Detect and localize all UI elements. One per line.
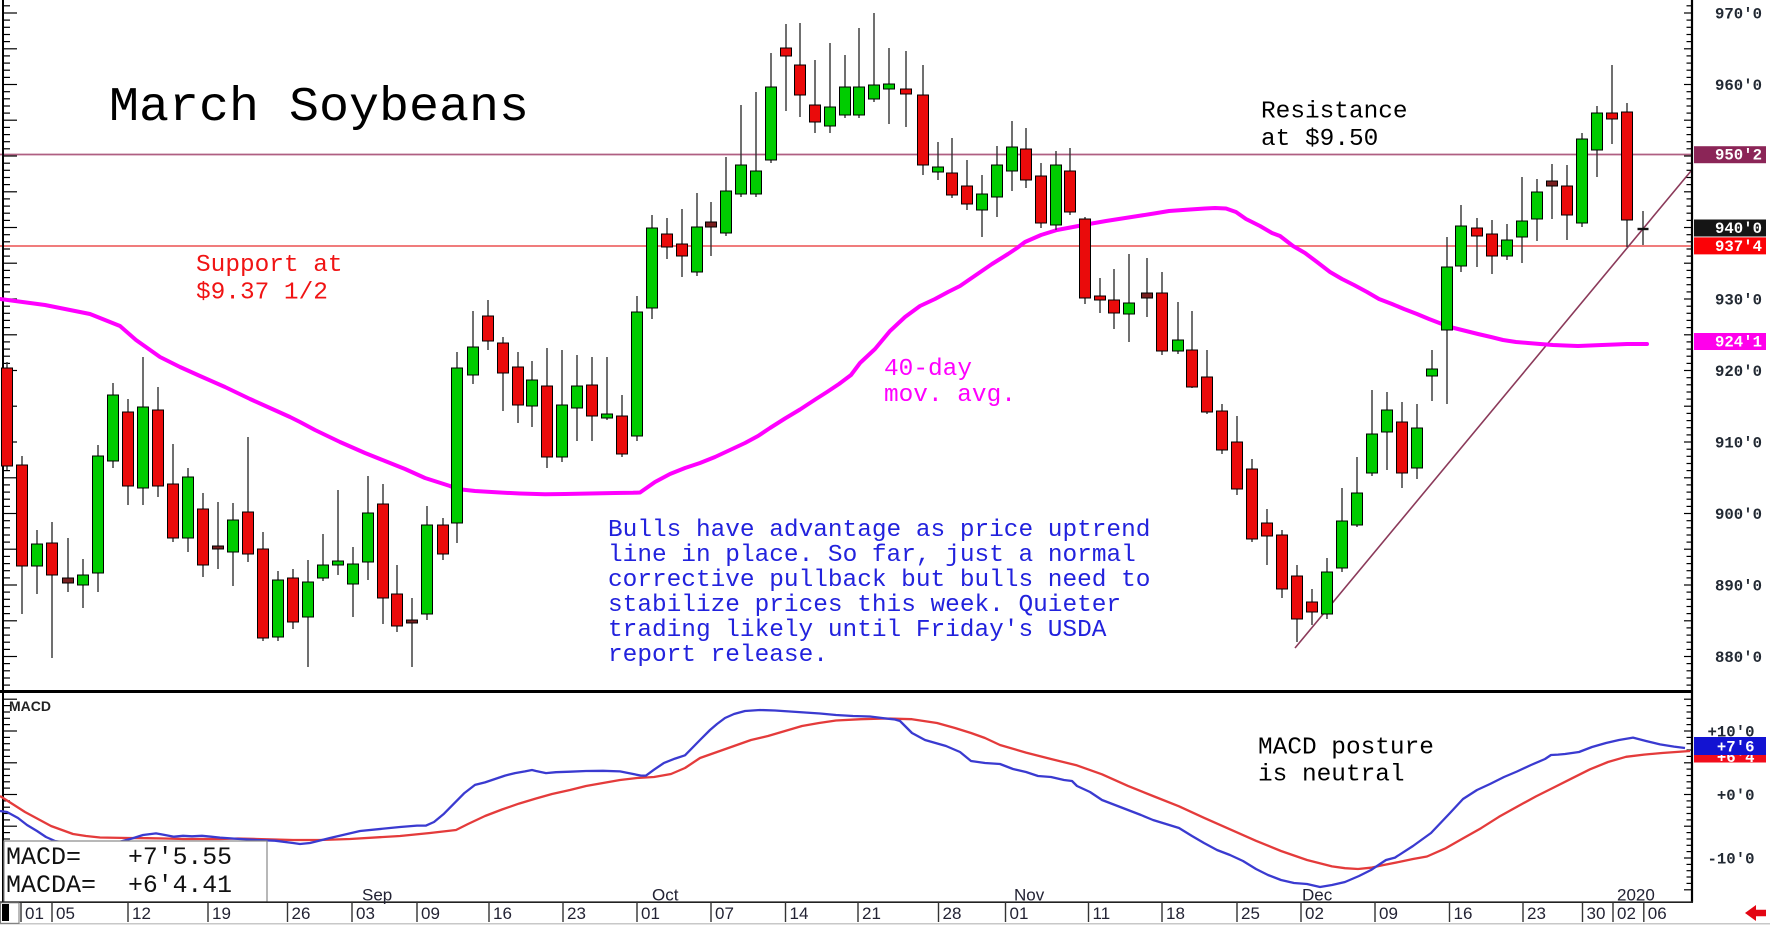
svg-text:26: 26 [292,904,311,923]
svg-text:MACD=: MACD= [6,843,81,872]
svg-text:report release.: report release. [608,642,828,669]
svg-text:16: 16 [493,904,512,923]
svg-text:910'0: 910'0 [1715,435,1762,453]
svg-text:March Soybeans: March Soybeans [109,81,529,135]
svg-text:$9.37 1/2: $9.37 1/2 [196,280,328,307]
svg-text:MACD posture: MACD posture [1258,735,1434,762]
svg-text:05: 05 [56,904,75,923]
svg-text:14: 14 [790,904,809,923]
svg-text:920'0: 920'0 [1715,363,1762,381]
svg-text:900'0: 900'0 [1715,506,1762,524]
svg-text:21: 21 [862,904,881,923]
svg-text:924'1: 924'1 [1715,334,1762,352]
svg-text:960'0: 960'0 [1715,77,1762,95]
svg-text:Support at: Support at [196,252,343,279]
svg-text:11: 11 [1093,904,1111,923]
svg-text:12: 12 [132,904,151,923]
svg-text:880'0: 880'0 [1715,649,1762,667]
svg-text:at $9.50: at $9.50 [1261,126,1378,153]
svg-text:890'0: 890'0 [1715,578,1762,596]
svg-text:Bulls have advantage as price: Bulls have advantage as price uptrend [608,517,1150,544]
svg-text:02: 02 [1617,904,1636,923]
svg-text:23: 23 [567,904,586,923]
svg-text:18: 18 [1166,904,1185,923]
svg-text:930'0: 930'0 [1715,292,1762,310]
svg-text:Dec: Dec [1302,886,1333,905]
svg-text:940'0: 940'0 [1715,220,1762,238]
svg-text:09: 09 [1379,904,1398,923]
svg-text:Nov: Nov [1014,886,1045,905]
svg-text:corrective pullback but bulls: corrective pullback but bulls need to [608,567,1150,594]
svg-text:line in place. So far, just a: line in place. So far, just a normal [608,542,1136,569]
svg-text:19: 19 [212,904,231,923]
svg-text:mov. avg.: mov. avg. [884,382,1016,409]
svg-text:-10'0: -10'0 [1708,851,1755,869]
svg-text:40-day: 40-day [884,356,972,383]
svg-text:+7'6: +7'6 [1717,739,1755,757]
svg-text:trading likely until Friday's: trading likely until Friday's USDA [608,617,1107,644]
svg-text:25: 25 [1241,904,1260,923]
svg-text:Sep: Sep [362,886,392,905]
svg-text:stabilize prices this week. Qu: stabilize prices this week. Quieter [608,592,1121,619]
svg-text:01: 01 [25,904,44,923]
svg-text:MACD: MACD [9,698,51,714]
svg-text:09: 09 [421,904,440,923]
svg-text:2020: 2020 [1617,886,1655,905]
svg-text:937'4: 937'4 [1715,238,1762,256]
svg-text:28: 28 [943,904,962,923]
svg-text:01: 01 [1010,904,1029,923]
svg-text:MACDA=: MACDA= [6,871,96,900]
svg-text:23: 23 [1527,904,1546,923]
svg-text:950'2: 950'2 [1715,147,1762,165]
svg-text:Resistance: Resistance [1261,99,1408,126]
svg-text:is neutral: is neutral [1258,762,1405,789]
svg-text:07: 07 [715,904,734,923]
svg-text:30: 30 [1587,904,1606,923]
svg-text:02: 02 [1305,904,1324,923]
svg-text:+0'0: +0'0 [1717,787,1755,805]
svg-text:06: 06 [1648,904,1667,923]
svg-text:Oct: Oct [652,886,679,905]
svg-text:970'0: 970'0 [1715,6,1762,24]
svg-text:16: 16 [1454,904,1473,923]
svg-text:01: 01 [641,904,660,923]
svg-text:03: 03 [356,904,375,923]
svg-text:+7'5.55: +7'5.55 [128,843,232,872]
svg-text:+6'4.41: +6'4.41 [128,871,232,900]
